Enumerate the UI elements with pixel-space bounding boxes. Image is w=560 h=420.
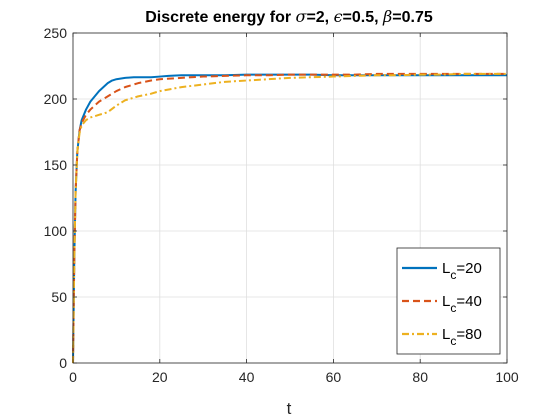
- legend-label-sub: c: [450, 301, 456, 315]
- legend-label-main: L: [442, 260, 450, 277]
- series-line-2: [72, 72, 507, 364]
- x-axis-label: t: [287, 399, 292, 418]
- legend-label-2: Lc=40: [442, 293, 482, 315]
- legend-label-1: Lc=20: [442, 260, 482, 282]
- legend-label-3: Lc=80: [442, 326, 482, 348]
- legend-label-value: =40: [456, 293, 481, 310]
- title-beta-value: =0.75: [392, 9, 433, 26]
- series-line-3: [72, 72, 507, 364]
- x-tick-label: 80: [412, 369, 428, 385]
- data-series: [72, 72, 507, 364]
- x-tick-label: 60: [326, 369, 342, 385]
- plot-frame: [72, 32, 508, 364]
- y-tick-label: 50: [51, 289, 67, 305]
- y-tick-label: 0: [59, 355, 67, 371]
- legend-label-value: =20: [456, 260, 481, 277]
- legend-label-sub: c: [450, 268, 456, 282]
- title-epsilon-symbol: ϵ: [334, 7, 343, 26]
- x-tick-label: 40: [239, 369, 255, 385]
- legend-label-main: L: [442, 293, 450, 310]
- title-sigma-symbol: σ: [296, 7, 308, 26]
- y-tick-label: 150: [44, 157, 68, 173]
- title-sigma-value: =2,: [306, 9, 333, 26]
- legend-label-value: =80: [456, 326, 481, 343]
- title-epsilon-value: =0.5,: [343, 9, 383, 26]
- y-tick-label: 250: [44, 25, 68, 41]
- x-tick-label: 20: [152, 369, 168, 385]
- axis-ticks: 0 20 40 60 80 100 0 50 100 150 200 250: [44, 25, 519, 385]
- legend-label-main: L: [442, 326, 450, 343]
- y-tick-label: 100: [44, 223, 68, 239]
- title-beta-symbol: β: [382, 7, 392, 26]
- legend-label-sub: c: [450, 334, 456, 348]
- x-tick-label: 0: [69, 369, 77, 385]
- y-tick-label: 200: [44, 91, 68, 107]
- title-prefix: Discrete energy for: [145, 9, 295, 26]
- chart-title: Discrete energy for σ=2, ϵ=0.5, β=0.75: [145, 7, 433, 26]
- x-tick-label: 100: [495, 369, 519, 385]
